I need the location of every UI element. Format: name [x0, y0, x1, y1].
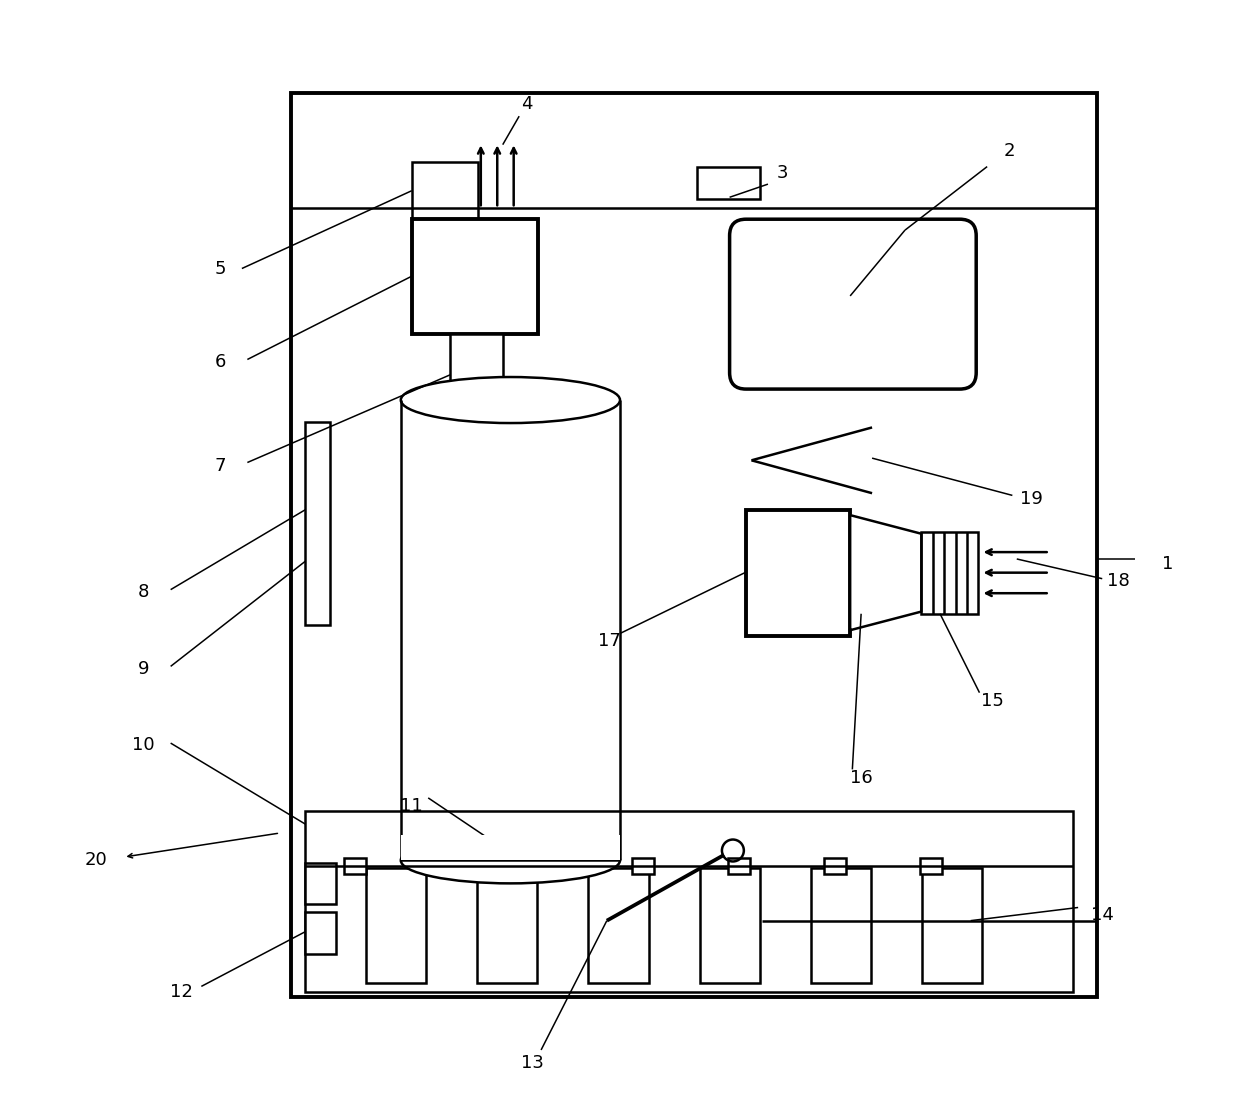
Ellipse shape: [401, 837, 620, 883]
Text: 20: 20: [84, 852, 108, 869]
Text: 5: 5: [215, 260, 226, 277]
Bar: [305, 912, 336, 954]
Bar: [921, 532, 978, 614]
Text: 3: 3: [776, 164, 787, 182]
Text: 6: 6: [215, 353, 226, 370]
Bar: [920, 858, 942, 874]
Bar: [412, 219, 538, 334]
Bar: [305, 422, 330, 625]
Text: 8: 8: [138, 583, 149, 601]
Bar: [305, 863, 336, 904]
Text: 4: 4: [521, 95, 533, 113]
Text: 19: 19: [1019, 490, 1043, 507]
Bar: [923, 868, 982, 983]
Bar: [343, 858, 366, 874]
Bar: [825, 858, 846, 874]
Text: 7: 7: [215, 457, 226, 475]
Text: 14: 14: [1091, 906, 1114, 924]
Bar: [477, 868, 537, 983]
Bar: [305, 811, 1073, 992]
Bar: [697, 167, 760, 199]
Text: 18: 18: [1107, 572, 1130, 590]
Bar: [728, 858, 750, 874]
Bar: [366, 868, 427, 983]
Text: 17: 17: [598, 632, 620, 650]
Text: 15: 15: [981, 693, 1004, 710]
Polygon shape: [851, 515, 921, 630]
Bar: [450, 334, 502, 400]
Text: 9: 9: [138, 660, 149, 677]
Text: 11: 11: [401, 797, 423, 814]
Text: 12: 12: [170, 983, 193, 1001]
Text: 16: 16: [849, 769, 873, 787]
Bar: [811, 868, 872, 983]
Ellipse shape: [401, 377, 620, 423]
Bar: [588, 868, 649, 983]
Text: 2: 2: [1003, 142, 1014, 160]
Bar: [412, 162, 477, 219]
Bar: [632, 858, 653, 874]
Text: 1: 1: [1162, 556, 1174, 573]
Bar: [699, 868, 760, 983]
Bar: [291, 93, 1096, 997]
Text: 13: 13: [521, 1054, 544, 1072]
Bar: [440, 858, 461, 874]
Bar: [401, 835, 620, 860]
Bar: [536, 858, 558, 874]
Text: 10: 10: [131, 737, 155, 754]
Bar: [746, 510, 851, 636]
FancyBboxPatch shape: [729, 219, 976, 389]
